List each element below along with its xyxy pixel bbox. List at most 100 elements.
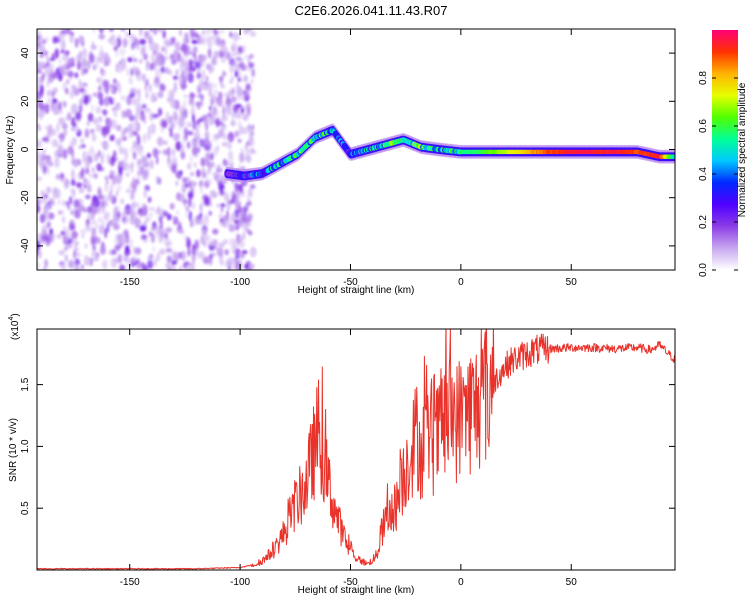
spectrogram-noise-blob — [157, 91, 164, 99]
spectrogram-noise-blob — [85, 224, 92, 232]
spectrogram-noise-blob — [209, 152, 214, 161]
spectrogram-noise-blob — [142, 73, 146, 83]
spectrogram-noise-blob — [126, 258, 132, 269]
spectrogram-noise-blob — [61, 215, 66, 224]
spectrogram-noise-blob — [165, 247, 173, 253]
spectrogram-noise-blob — [37, 139, 43, 149]
spectrogram-noise-blob — [39, 84, 44, 95]
spectrogram-noise-blob — [131, 53, 135, 64]
spectrogram-ytick-label: 40 — [20, 47, 31, 59]
spectrogram-noise-blob — [188, 197, 192, 208]
spectrogram-noise-blob — [98, 51, 104, 62]
spectrogram-noise-blob — [153, 29, 158, 36]
spectrogram-noise-blob — [87, 212, 94, 221]
spectrogram-noise-blob — [223, 133, 227, 141]
snr-multiplier-exp: 4 — [8, 317, 15, 321]
spectrogram-noise-blob — [198, 79, 203, 88]
spectrogram-noise-blob — [240, 210, 245, 218]
spectrogram-noise-blob — [121, 130, 126, 137]
spectrogram-ytick-label: -20 — [20, 190, 31, 205]
spectrogram-noise-blob — [192, 202, 195, 210]
spectrogram-noise-blob — [93, 152, 99, 162]
spectrogram-noise-blob — [208, 161, 212, 172]
spectrogram-noise-blob — [108, 174, 114, 180]
spectrogram-noise-blob — [208, 210, 213, 216]
spectrogram-noise-blob — [234, 260, 241, 270]
spectrogram-noise-blob — [232, 104, 238, 114]
spectrogram-noise-blob — [120, 198, 125, 205]
spectrogram-noise-blob — [209, 66, 215, 72]
spectrogram-noise-blob — [135, 112, 138, 123]
spectrogram-noise-blob — [230, 119, 236, 127]
spectrogram-noise-blob — [159, 248, 166, 255]
spectrogram-noise-blob — [221, 142, 229, 147]
spectrogram-ylabel: Frequency (Hz) — [5, 116, 16, 185]
spectrogram-noise-blob — [105, 179, 109, 185]
spectrogram-noise-blob — [216, 203, 220, 208]
snr-ylabel: SNR (10 * v/v) — [8, 418, 19, 482]
spectrogram-noise-blob — [137, 207, 144, 215]
spectrogram-noise-blob — [119, 264, 126, 270]
spectrogram-noise-blob — [132, 176, 135, 186]
spectrogram-noise-blob — [76, 126, 79, 133]
spectrogram-noise-blob — [96, 91, 102, 100]
spectrogram-noise-blob — [149, 112, 155, 121]
spectrogram-noise-blob — [37, 34, 40, 42]
spectrogram-noise-blob — [103, 125, 110, 135]
spectrogram-noise-blob — [219, 260, 224, 266]
spectrogram-noise-blob — [111, 249, 117, 255]
spectrogram-noise-blob — [142, 133, 146, 144]
spectrogram-noise-blob — [120, 29, 126, 32]
spectrogram-noise-blob — [161, 46, 165, 52]
spectrogram-noise-blob — [119, 148, 125, 155]
spectrogram-noise-blob — [170, 267, 177, 270]
spectrogram-noise-blob — [54, 142, 60, 147]
spectrogram-noise-blob — [47, 128, 54, 137]
spectrogram-noise-blob — [148, 83, 152, 93]
spectrogram-noise-blob — [129, 168, 134, 173]
spectrogram-noise-blob — [228, 224, 236, 232]
spectrogram-noise-blob — [220, 84, 225, 89]
spectrogram-noise-blob — [141, 265, 149, 270]
spectrogram-noise-blob — [80, 137, 85, 144]
spectrogram-noise-blob — [196, 119, 200, 125]
spectrogram-noise-blob — [62, 225, 68, 233]
spectrogram-noise-blob — [155, 225, 162, 237]
spectrogram-noise-blob — [49, 228, 53, 235]
spectrogram-noise-blob — [153, 60, 157, 71]
spectrogram-noise-blob — [244, 147, 251, 155]
spectrogram-noise-blob — [96, 163, 102, 172]
snr-multiplier-close: ) — [10, 313, 21, 316]
spectrogram-noise-blob — [139, 29, 143, 32]
spectrogram-noise-blob — [186, 264, 192, 270]
spectrogram-noise-blob — [66, 69, 72, 75]
spectrogram-noise-blob — [91, 206, 98, 215]
spectrogram-noise-blob — [70, 117, 75, 127]
spectrogram-noise-blob — [164, 67, 170, 74]
spectrogram-noise-blob — [60, 263, 67, 270]
spectrogram-noise-blob — [189, 171, 195, 177]
spectrogram-noise-blob — [76, 54, 81, 64]
spectrogram-xtick-label: 0 — [458, 277, 464, 288]
spectrogram-noise-blob — [248, 62, 255, 69]
spectrogram-noise-blob — [55, 173, 61, 180]
spectrogram-noise-blob — [37, 150, 42, 160]
spectrogram-noise-blob — [46, 159, 51, 165]
spectrogram-noise-blob — [183, 202, 187, 207]
spectrogram-noise-blob — [37, 82, 40, 91]
colorbar-tick-label: 0.6 — [698, 119, 709, 133]
spectrogram-noise-blob — [64, 50, 70, 56]
spectrogram-noise-blob — [82, 153, 87, 159]
spectrogram-noise-blob — [195, 128, 199, 132]
spectrogram-noise-blob — [224, 194, 230, 202]
spectrogram-noise-blob — [70, 188, 76, 195]
spectrogram-noise-blob — [139, 225, 147, 232]
spectrogram-noise-blob — [157, 205, 161, 214]
spectrogram-noise-blob — [114, 102, 121, 111]
spectrogram-noise-blob — [188, 210, 193, 222]
spectrogram-noise-blob — [45, 186, 52, 194]
spectrogram-noise-blob — [48, 63, 54, 71]
spectrogram-noise-blob — [39, 61, 45, 67]
spectrogram-noise-blob — [154, 51, 160, 57]
